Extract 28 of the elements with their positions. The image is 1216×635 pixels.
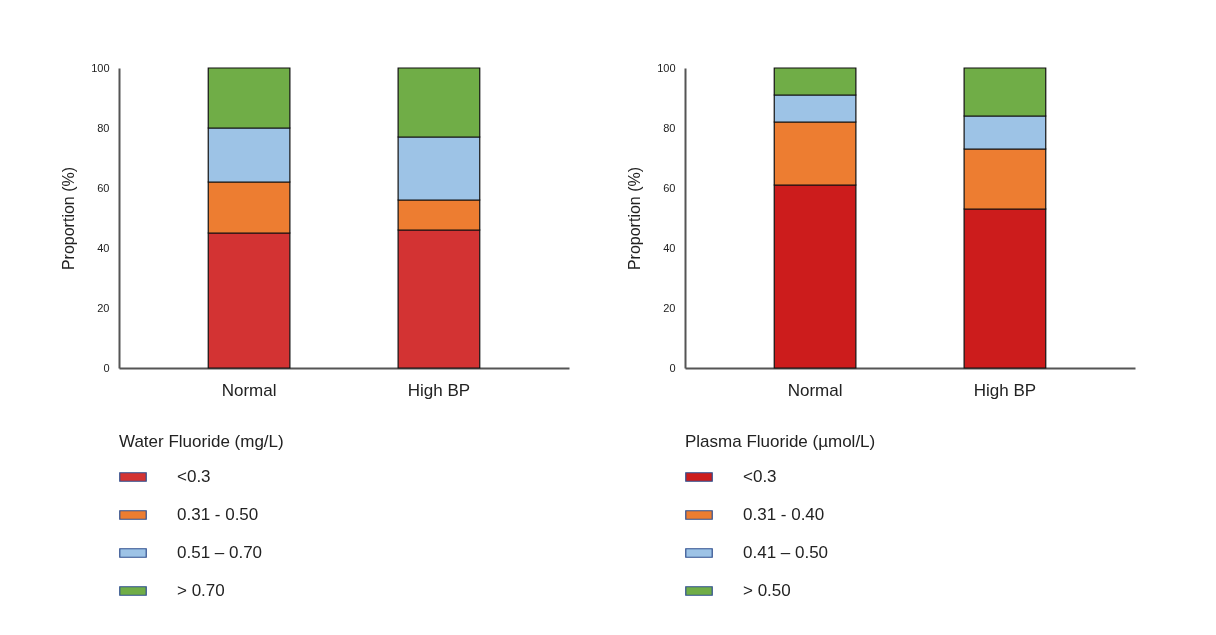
- y-tick-label: 0: [669, 361, 676, 374]
- y-tick-label: 20: [663, 301, 676, 314]
- x-tick-label: High BP: [407, 380, 471, 400]
- y-tick-label: 100: [91, 61, 110, 74]
- y-axis-title: Proportion (%): [626, 166, 644, 271]
- x-tick-label: Normal: [221, 380, 277, 400]
- y-tick-label: 80: [663, 121, 676, 134]
- legend-label: <0.3: [177, 467, 211, 486]
- legend-label: 0.41 – 0.50: [743, 543, 829, 562]
- y-axis-title: Proportion (%): [60, 166, 78, 271]
- y-tick-label: 40: [663, 241, 676, 254]
- y-tick-label: 80: [97, 121, 110, 134]
- legend-title: Water Fluoride (mg/L): [119, 432, 284, 451]
- y-tick-label: 20: [97, 301, 110, 314]
- legend-label: 0.51 – 0.70: [177, 543, 263, 562]
- legend-label: <0.3: [743, 467, 777, 486]
- legend-label: 0.31 - 0.40: [743, 505, 825, 524]
- y-tick-label: 60: [663, 181, 676, 194]
- legend-title: Plasma Fluoride (µmol/L): [685, 432, 876, 451]
- legend-label: > 0.70: [177, 581, 225, 600]
- legend-label: 0.31 - 0.50: [177, 505, 259, 524]
- x-tick-label: Normal: [787, 380, 843, 400]
- y-tick-label: 0: [103, 361, 110, 374]
- y-tick-label: 40: [97, 241, 110, 254]
- x-tick-label: High BP: [973, 380, 1037, 400]
- y-tick-label: 60: [97, 181, 110, 194]
- y-tick-label: 100: [657, 61, 676, 74]
- legend-label: > 0.50: [743, 581, 791, 600]
